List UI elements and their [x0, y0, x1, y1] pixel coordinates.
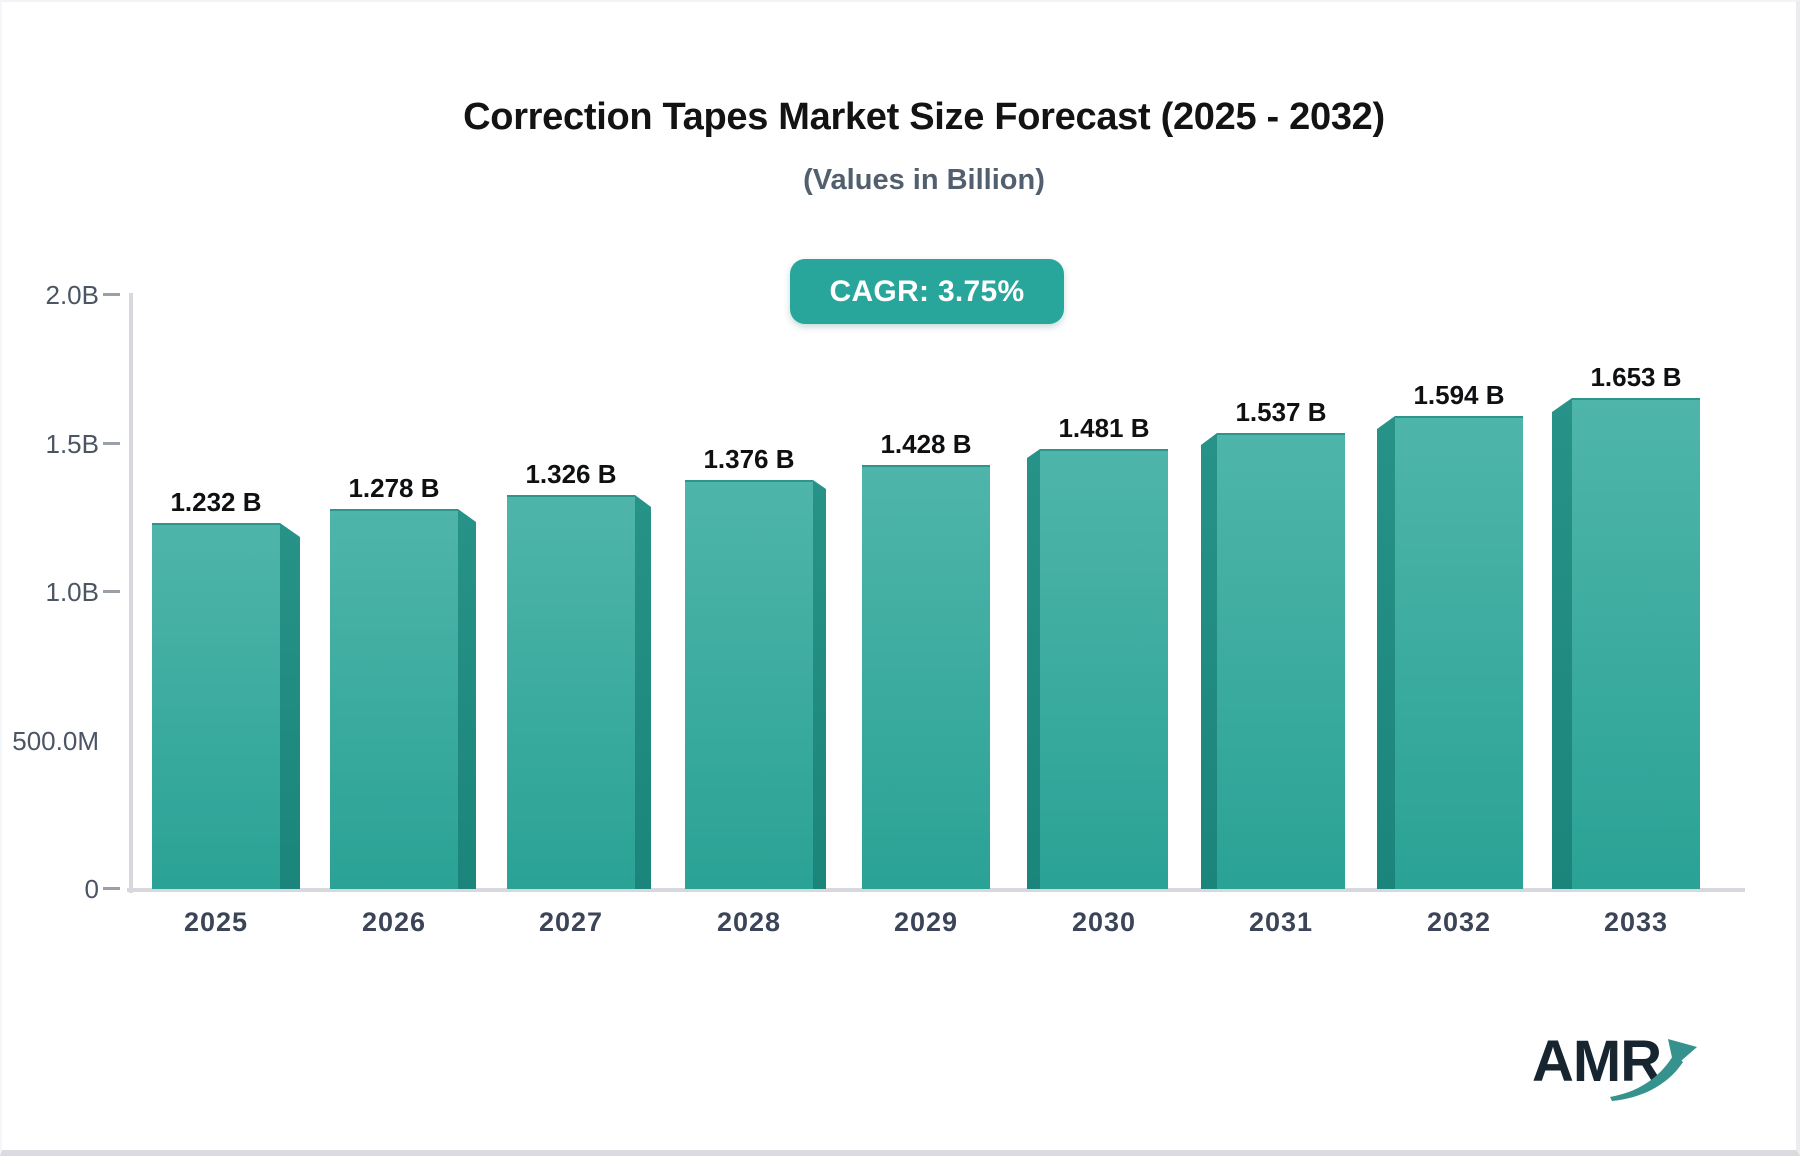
x-axis-label: 2030	[1072, 907, 1136, 937]
bar-front-face	[1040, 449, 1168, 889]
x-axis-label: 2028	[717, 907, 781, 937]
growth-arrow-icon	[1610, 1039, 1697, 1101]
bar-2027[interactable]: 1.326 B 2027	[507, 459, 651, 937]
bar-top-edge	[507, 495, 635, 497]
bar-value-label: 1.594 B	[1413, 380, 1504, 410]
bar-2025[interactable]: 1.232 B 2025	[152, 487, 300, 937]
amr-logo: AMR	[1532, 1033, 1697, 1101]
bar-value-label: 1.428 B	[880, 429, 971, 459]
y-axis-tick	[103, 887, 120, 890]
bar-top-edge	[1572, 398, 1700, 400]
y-axis-tick-label: 1.0B	[46, 577, 100, 607]
bar-2031[interactable]: 1.537 B 2031	[1201, 397, 1345, 937]
bar-front-face	[862, 465, 990, 889]
bar-front-face	[152, 523, 280, 889]
bar-front-face	[330, 509, 458, 889]
x-axis-label: 2031	[1249, 907, 1313, 937]
chart-subtitle: (Values in Billion)	[803, 164, 1045, 196]
bar-side-face	[813, 480, 826, 889]
bar-front-face	[1217, 433, 1345, 889]
y-axis-tick	[103, 293, 120, 296]
bar-front-face	[685, 480, 813, 889]
bar-top-edge	[862, 465, 990, 467]
bar-side-face	[280, 523, 300, 889]
x-axis-label: 2032	[1427, 907, 1491, 937]
y-axis-tick	[103, 442, 120, 445]
bar-value-label: 1.481 B	[1058, 413, 1149, 443]
bar-2030[interactable]: 1.481 B 2030	[1027, 413, 1168, 937]
axes: 2.0B 1.5B 1.0B 500.0M 0	[12, 280, 1745, 904]
bar-side-face	[458, 509, 476, 889]
bar-top-edge	[330, 509, 458, 511]
amr-logo-text: AMR	[1532, 1029, 1662, 1094]
y-axis-tick-label: 0	[85, 874, 99, 904]
bar-side-face	[1027, 449, 1040, 889]
y-axis-tick-label: 2.0B	[46, 280, 100, 310]
bar-top-edge	[152, 523, 280, 525]
x-axis-label: 2027	[539, 907, 603, 937]
x-axis-line	[127, 888, 1745, 892]
bar-2028[interactable]: 1.376 B 2028	[685, 444, 826, 937]
bar-value-label: 1.537 B	[1235, 397, 1326, 427]
cagr-badge: CAGR: 3.75%	[790, 259, 1064, 324]
x-axis-label: 2025	[184, 907, 248, 937]
chart-title: Correction Tapes Market Size Forecast (2…	[463, 96, 1385, 138]
bar-value-label: 1.376 B	[703, 444, 794, 474]
bar-top-edge	[685, 480, 813, 482]
bar-front-face	[1395, 416, 1523, 889]
bar-value-label: 1.326 B	[525, 459, 616, 489]
bar-top-edge	[1395, 416, 1523, 418]
bar-front-face	[507, 495, 635, 889]
y-axis-line	[129, 293, 133, 893]
bar-2029[interactable]: 1.428 B 2029	[862, 429, 990, 937]
y-axis-tick	[103, 590, 120, 593]
bar-top-edge	[1217, 433, 1345, 435]
bars-group: 1.232 B 2025 1.278 B 2026 1.326 B 2027 1.376 B…	[152, 362, 1700, 937]
bar-value-label: 1.278 B	[348, 473, 439, 503]
bar-2033[interactable]: 1.653 B 2033	[1552, 362, 1700, 937]
y-axis-tick-label: 500.0M	[12, 726, 99, 756]
bar-side-face	[1201, 433, 1217, 889]
x-axis-label: 2026	[362, 907, 426, 937]
x-axis-label: 2029	[894, 907, 958, 937]
bar-top-edge	[1040, 449, 1168, 451]
y-axis-tick-label: 1.5B	[46, 429, 100, 459]
bar-value-label: 1.232 B	[170, 487, 261, 517]
bar-side-face	[1552, 398, 1572, 889]
bar-front-face	[1572, 398, 1700, 889]
bar-side-face	[635, 495, 651, 889]
x-axis-label: 2033	[1604, 907, 1668, 937]
bar-side-face	[1377, 416, 1395, 889]
bar-2026[interactable]: 1.278 B 2026	[330, 473, 476, 937]
bar-2032[interactable]: 1.594 B 2032	[1377, 380, 1523, 937]
bar-value-label: 1.653 B	[1590, 362, 1681, 392]
cagr-badge-label: CAGR: 3.75%	[829, 274, 1025, 308]
